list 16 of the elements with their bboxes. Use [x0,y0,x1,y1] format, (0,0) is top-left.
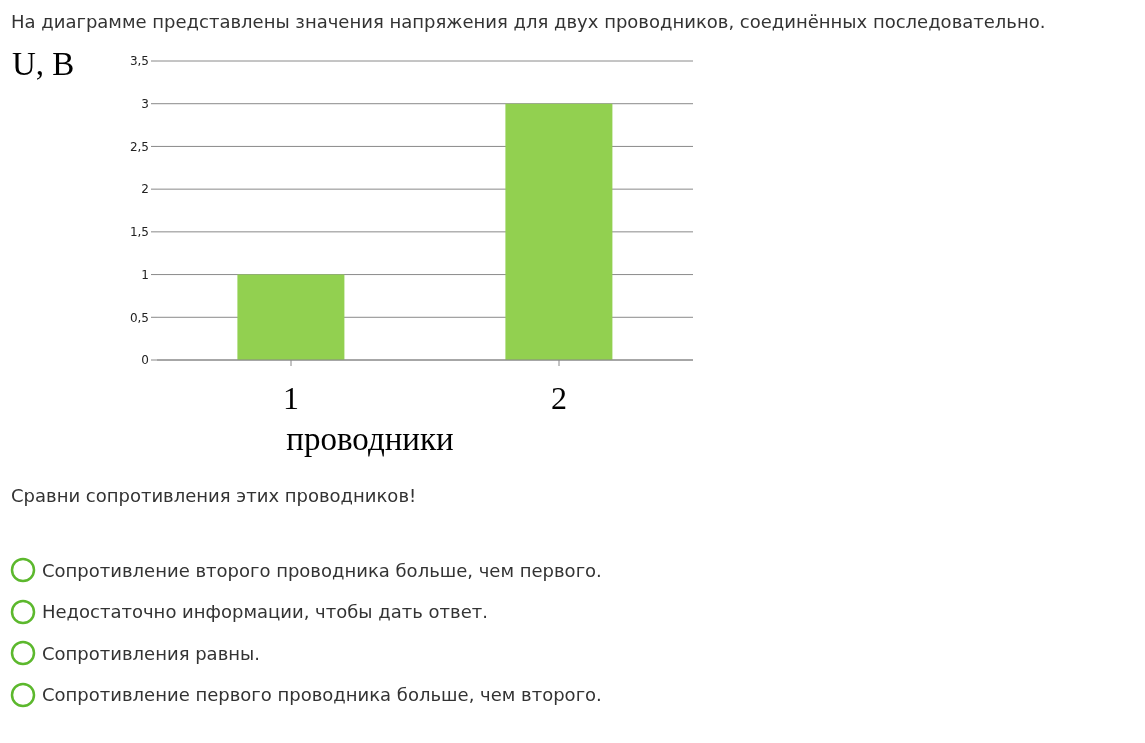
y-axis-title: U, B [12,46,75,83]
y-tick-label: 2 [141,182,149,197]
text: Сопротивление первого проводника больше, чем второго. [42,684,602,705]
text: Недостаточно информации, чтобы дать ответ. [42,601,488,622]
y-tick-label: 3,5 [129,54,149,69]
y-tick-label: 0 [141,353,149,368]
text: Сопротивление второго проводника больше, чем первого. [42,559,602,581]
x-axis-title: проводники [286,421,454,457]
y-tick-label: 1,5 [129,225,149,240]
chart-title: На диаграмме представлены значения напряжения для двух проводников, соединённых последовательно. [11,11,1046,32]
y-tick-label: 0,5 [129,310,149,325]
y-tick-label: 3 [141,96,149,111]
y-tick-label: 2,5 [129,139,149,154]
text: Сравни сопротивления этих проводников! [11,485,417,506]
text: Сопротивления равны. [42,642,260,664]
y-tick-label: 1 [141,267,149,282]
